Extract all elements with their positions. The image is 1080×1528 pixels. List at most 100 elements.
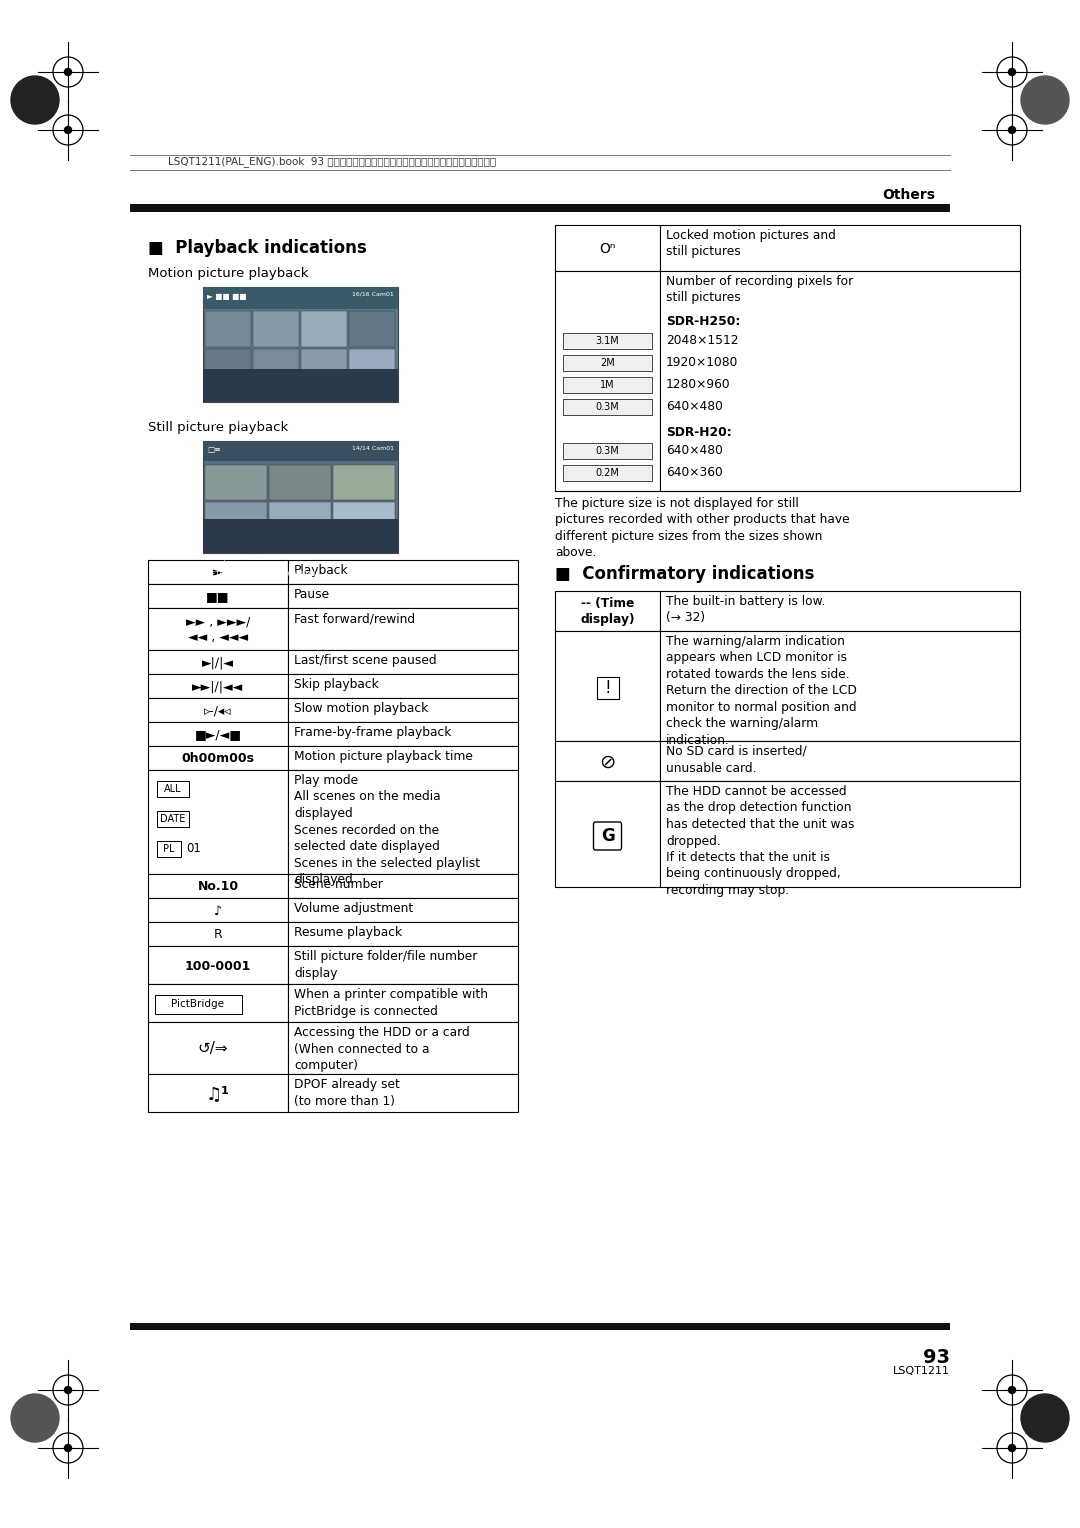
Text: 3.1M: 3.1M [596,336,619,345]
Bar [288,723,518,746]
Bar [148,874,288,898]
Text: ► ■■ ■■: ► ■■ ■■ [207,292,246,301]
Bar [288,674,518,698]
Bar [660,270,1020,490]
Bar [288,1022,518,1074]
Bar [288,559,518,584]
Circle shape [1021,76,1069,124]
Bar [148,1022,288,1074]
Bar [288,770,518,874]
Bar [288,608,518,649]
Circle shape [1009,1444,1015,1452]
Text: ALL: ALL [164,784,181,795]
Bar [288,746,518,770]
Bar [253,312,299,347]
FancyBboxPatch shape [157,781,189,798]
Text: ►: ► [213,567,222,579]
Circle shape [65,127,71,133]
Bar [203,442,399,553]
Text: Fast forward/rewind: Fast forward/rewind [294,613,415,625]
Bar [563,399,652,416]
FancyBboxPatch shape [594,822,621,850]
Text: The picture size is not displayed for still
pictures recorded with other product: The picture size is not displayed for st… [555,497,850,559]
Text: G: G [600,827,615,845]
Circle shape [1009,1386,1015,1394]
Text: 0.2M: 0.2M [595,468,620,478]
Text: 16/16 Cam01: 16/16 Cam01 [352,292,394,296]
Bar [205,312,251,347]
Bar [301,312,347,347]
Bar [288,946,518,984]
Text: R: R [214,929,222,941]
Bar [301,348,347,385]
Text: ■  Confirmatory indications: ■ Confirmatory indications [555,565,814,584]
Text: Others: Others [882,188,935,202]
Bar [130,205,950,212]
Text: Resume playback: Resume playback [294,926,402,940]
Bar [288,584,518,608]
Bar [555,591,660,631]
Bar [148,946,288,984]
Bar [333,465,395,500]
Bar [288,698,518,723]
Text: 2048×1512: 2048×1512 [666,335,739,347]
Bar [148,698,288,723]
Text: ►► , ►►►/
◄◄ , ◄◄◄: ►► , ►►►/ ◄◄ , ◄◄◄ [186,616,251,645]
Bar [148,608,288,649]
Text: The warning/alarm indication
appears when LCD monitor is
rotated towards the len: The warning/alarm indication appears whe… [666,636,856,747]
Bar [253,348,299,385]
Bar [288,1074,518,1112]
Text: 1M: 1M [600,380,615,390]
FancyBboxPatch shape [157,811,189,827]
Text: LSQT1211: LSQT1211 [893,1366,950,1377]
Bar [288,984,518,1022]
Bar [563,377,652,393]
Text: ♫¹: ♫¹ [206,1085,230,1103]
Circle shape [1009,69,1015,75]
Text: ⊘: ⊘ [599,752,616,772]
FancyBboxPatch shape [157,840,181,857]
Bar [288,874,518,898]
Bar [555,225,660,270]
Text: Playback: Playback [294,564,349,578]
Text: 2M: 2M [600,358,615,368]
Bar [660,591,1020,631]
Text: ►|∕|◄: ►|∕|◄ [202,657,234,669]
Text: !: ! [604,678,611,697]
Text: LSQT1211(PAL_ENG).book  93 ページ．　２００７年２月１３日　火曜日　午後１時１４分: LSQT1211(PAL_ENG).book 93 ページ． ２００７年２月１３… [168,156,496,168]
Text: 0.3M: 0.3M [596,446,619,455]
Text: DATE/TIME  15.12.2007  15:33
REC TIME    2:05:11
SETUP → PLAY: DATE/TIME 15.12.2007 15:33 REC TIME 2:05… [207,403,308,426]
Bar [288,898,518,921]
Text: 0.3M: 0.3M [596,402,619,413]
Bar [288,921,518,946]
Text: Motion picture playback time: Motion picture playback time [294,750,473,762]
Text: SDR-H250:: SDR-H250: [666,315,741,329]
Text: Volume adjustment: Volume adjustment [294,902,414,915]
Bar [148,898,288,921]
Bar [148,723,288,746]
Text: DPOF already set
(to more than 1): DPOF already set (to more than 1) [294,1077,400,1108]
Text: Scene number: Scene number [294,879,383,891]
Bar [563,333,652,348]
Bar [269,465,330,500]
Text: Motion picture playback: Motion picture playback [148,267,309,280]
Bar [555,741,660,781]
Text: ▹-/◂◃: ▹-/◂◃ [204,704,232,718]
Text: Accessing the HDD or a card
(When connected to a
computer): Accessing the HDD or a card (When connec… [294,1025,470,1073]
Text: When a printer compatible with
PictBridge is connected: When a printer compatible with PictBridg… [294,989,488,1018]
Text: SDR-H20:: SDR-H20: [666,426,732,439]
Bar [269,503,330,536]
Text: Play mode
All scenes on the media
displayed
Scenes recorded on the
selected date: Play mode All scenes on the media displa… [294,775,481,886]
Text: Number of recording pixels for
still pictures: Number of recording pixels for still pic… [666,275,853,304]
Text: ↺/⇒: ↺/⇒ [198,1042,228,1056]
Text: ■■: ■■ [206,590,230,604]
Text: 640×360: 640×360 [666,466,723,480]
Text: The HDD cannot be accessed
as the drop detection function
has detected that the : The HDD cannot be accessed as the drop d… [666,785,854,897]
Bar [130,1323,950,1329]
Bar [205,465,267,500]
Bar [203,442,399,461]
Circle shape [65,1444,71,1452]
Text: 1280×960: 1280×960 [666,379,731,391]
Text: 93: 93 [923,1348,950,1368]
Bar [203,520,399,553]
